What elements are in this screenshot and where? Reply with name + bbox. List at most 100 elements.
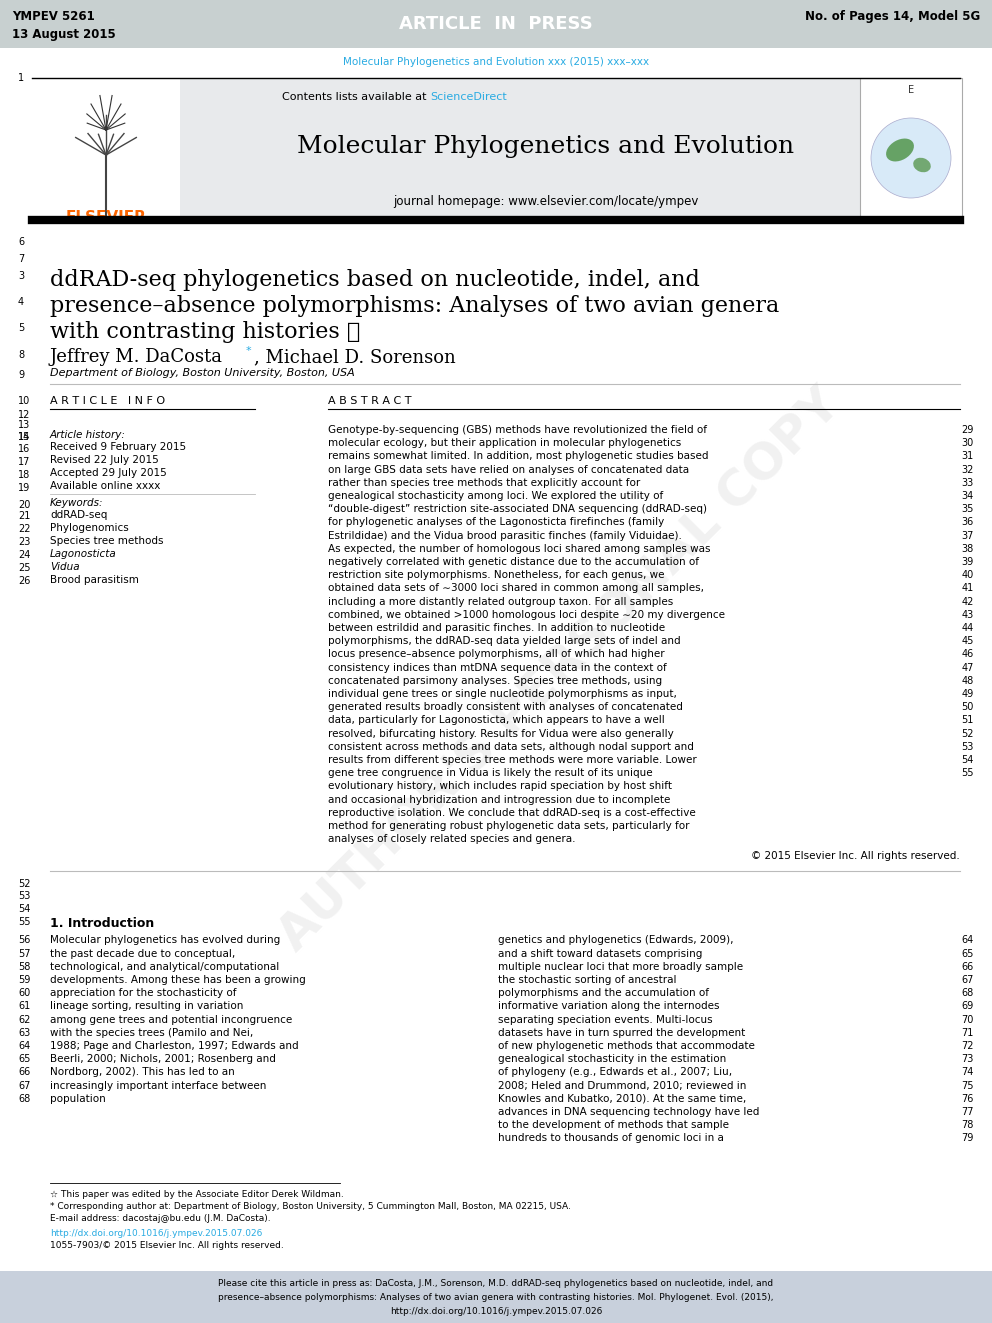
Text: 36: 36 [962,517,974,528]
Text: 54: 54 [961,755,974,765]
Text: 56: 56 [18,935,31,946]
Text: 20: 20 [18,500,31,509]
Text: http://dx.doi.org/10.1016/j.ympev.2015.07.026: http://dx.doi.org/10.1016/j.ympev.2015.0… [390,1307,602,1316]
Text: Molecular phylogenetics has evolved during: Molecular phylogenetics has evolved duri… [50,935,281,946]
Text: 64: 64 [962,935,974,946]
Text: Species tree methods: Species tree methods [50,536,164,546]
Text: and a shift toward datasets comprising: and a shift toward datasets comprising [498,949,702,959]
Text: negatively correlated with genetic distance due to the accumulation of: negatively correlated with genetic dista… [328,557,699,568]
Text: As expected, the number of homologous loci shared among samples was: As expected, the number of homologous lo… [328,544,710,554]
Text: Estrildidae) and the Vidua brood parasitic finches (family Viduidae).: Estrildidae) and the Vidua brood parasit… [328,531,682,541]
Text: 1. Introduction: 1. Introduction [50,917,154,930]
Text: Nordborg, 2002). This has led to an: Nordborg, 2002). This has led to an [50,1068,235,1077]
Text: polymorphisms and the accumulation of: polymorphisms and the accumulation of [498,988,709,998]
Text: for phylogenetic analyses of the Lagonosticta firefinches (family: for phylogenetic analyses of the Lagonos… [328,517,665,528]
Text: 38: 38 [962,544,974,554]
Text: 26: 26 [18,576,31,586]
Text: Received 9 February 2015: Received 9 February 2015 [50,442,186,452]
Text: 29: 29 [961,425,974,435]
Text: 66: 66 [962,962,974,972]
Text: 39: 39 [962,557,974,568]
Text: 70: 70 [961,1015,974,1024]
Text: A R T I C L E   I N F O: A R T I C L E I N F O [50,396,165,406]
Bar [32,78,180,218]
Text: 72: 72 [961,1041,974,1050]
Text: 8: 8 [18,351,24,360]
Text: hundreds to thousands of genomic loci in a: hundreds to thousands of genomic loci in… [498,1134,724,1143]
Text: polymorphisms, the ddRAD-seq data yielded large sets of indel and: polymorphisms, the ddRAD-seq data yielde… [328,636,681,646]
Text: 55: 55 [961,769,974,778]
Text: 32: 32 [961,464,974,475]
Text: 44: 44 [962,623,974,632]
Text: *: * [246,347,252,356]
Text: 47: 47 [961,663,974,672]
Text: 75: 75 [961,1081,974,1090]
Text: data, particularly for Lagonosticta, which appears to have a well: data, particularly for Lagonosticta, whi… [328,716,665,725]
Text: developments. Among these has been a growing: developments. Among these has been a gro… [50,975,306,986]
Text: “double-digest” restriction site-associated DNA sequencing (ddRAD-seq): “double-digest” restriction site-associa… [328,504,707,515]
Text: resolved, bifurcating history. Results for Vidua were also generally: resolved, bifurcating history. Results f… [328,729,674,738]
Bar [32,78,860,218]
Circle shape [871,118,951,198]
Text: E-mail address: dacostaj@bu.edu (J.M. DaCosta).: E-mail address: dacostaj@bu.edu (J.M. Da… [50,1215,271,1222]
Text: Knowles and Kubatko, 2010). At the same time,: Knowles and Kubatko, 2010). At the same … [498,1094,746,1103]
Text: 63: 63 [18,1028,30,1037]
Text: , Michael D. Sorenson: , Michael D. Sorenson [254,348,455,366]
Text: Brood parasitism: Brood parasitism [50,576,139,585]
Text: 52: 52 [961,729,974,738]
Text: 14: 14 [18,433,30,442]
Text: 1988; Page and Charleston, 1997; Edwards and: 1988; Page and Charleston, 1997; Edwards… [50,1041,299,1050]
Text: technological, and analytical/computational: technological, and analytical/computatio… [50,962,280,972]
Text: 41: 41 [962,583,974,594]
Text: Article history:: Article history: [50,430,126,441]
Text: ☆ This paper was edited by the Associate Editor Derek Wildman.: ☆ This paper was edited by the Associate… [50,1189,344,1199]
Text: 43: 43 [962,610,974,619]
Text: 31: 31 [962,451,974,462]
Text: 1055-7903/© 2015 Elsevier Inc. All rights reserved.: 1055-7903/© 2015 Elsevier Inc. All right… [50,1241,284,1250]
Text: 9: 9 [18,370,24,380]
Text: of phylogeny (e.g., Edwards et al., 2007; Liu,: of phylogeny (e.g., Edwards et al., 2007… [498,1068,732,1077]
Text: 10: 10 [18,396,30,406]
Text: http://dx.doi.org/10.1016/j.ympev.2015.07.026: http://dx.doi.org/10.1016/j.ympev.2015.0… [50,1229,262,1238]
Text: 61: 61 [18,1002,30,1011]
Text: 22: 22 [18,524,31,534]
Text: 79: 79 [961,1134,974,1143]
Text: 13: 13 [18,419,30,430]
Text: Beerli, 2000; Nichols, 2001; Rosenberg and: Beerli, 2000; Nichols, 2001; Rosenberg a… [50,1054,276,1064]
Text: 48: 48 [962,676,974,685]
Text: 2008; Heled and Drummond, 2010; reviewed in: 2008; Heled and Drummond, 2010; reviewed… [498,1081,746,1090]
Text: combined, we obtained >1000 homologous loci despite ∼20 my divergence: combined, we obtained >1000 homologous l… [328,610,725,619]
Text: 52: 52 [18,880,31,889]
Text: Available online xxxx: Available online xxxx [50,482,161,491]
Text: 6: 6 [18,237,24,247]
Text: 76: 76 [961,1094,974,1103]
Text: 50: 50 [961,703,974,712]
Text: 4: 4 [18,296,24,307]
Text: 19: 19 [18,483,30,493]
Text: 73: 73 [961,1054,974,1064]
Text: obtained data sets of ∼3000 loci shared in common among all samples,: obtained data sets of ∼3000 loci shared … [328,583,704,594]
Text: 25: 25 [18,564,31,573]
Text: method for generating robust phylogenetic data sets, particularly for: method for generating robust phylogeneti… [328,822,689,831]
Text: 15: 15 [18,433,31,442]
Text: 42: 42 [961,597,974,607]
Ellipse shape [914,157,930,172]
Text: 5: 5 [18,323,24,333]
Text: 58: 58 [18,962,31,972]
Text: Jeffrey M. DaCosta: Jeffrey M. DaCosta [50,348,223,366]
Text: 40: 40 [962,570,974,581]
Text: 3: 3 [18,271,24,280]
Text: genealogical stochasticity among loci. We explored the utility of: genealogical stochasticity among loci. W… [328,491,664,501]
Text: presence–absence polymorphisms: Analyses of two avian genera with contrasting hi: presence–absence polymorphisms: Analyses… [218,1293,774,1302]
Text: 68: 68 [18,1094,30,1103]
Text: individual gene trees or single nucleotide polymorphisms as input,: individual gene trees or single nucleoti… [328,689,677,699]
Text: Molecular Phylogenetics and Evolution: Molecular Phylogenetics and Evolution [298,135,795,157]
Text: 37: 37 [961,531,974,541]
Text: Please cite this article in press as: DaCosta, J.M., Sorenson, M.D. ddRAD-seq ph: Please cite this article in press as: Da… [218,1279,774,1289]
Text: advances in DNA sequencing technology have led: advances in DNA sequencing technology ha… [498,1107,759,1117]
Text: 62: 62 [18,1015,31,1024]
Text: ARTICLE  IN  PRESS: ARTICLE IN PRESS [399,15,593,33]
Text: and occasional hybridization and introgression due to incomplete: and occasional hybridization and introgr… [328,795,671,804]
Text: genealogical stochasticity in the estimation: genealogical stochasticity in the estima… [498,1054,726,1064]
Text: 54: 54 [18,905,31,914]
